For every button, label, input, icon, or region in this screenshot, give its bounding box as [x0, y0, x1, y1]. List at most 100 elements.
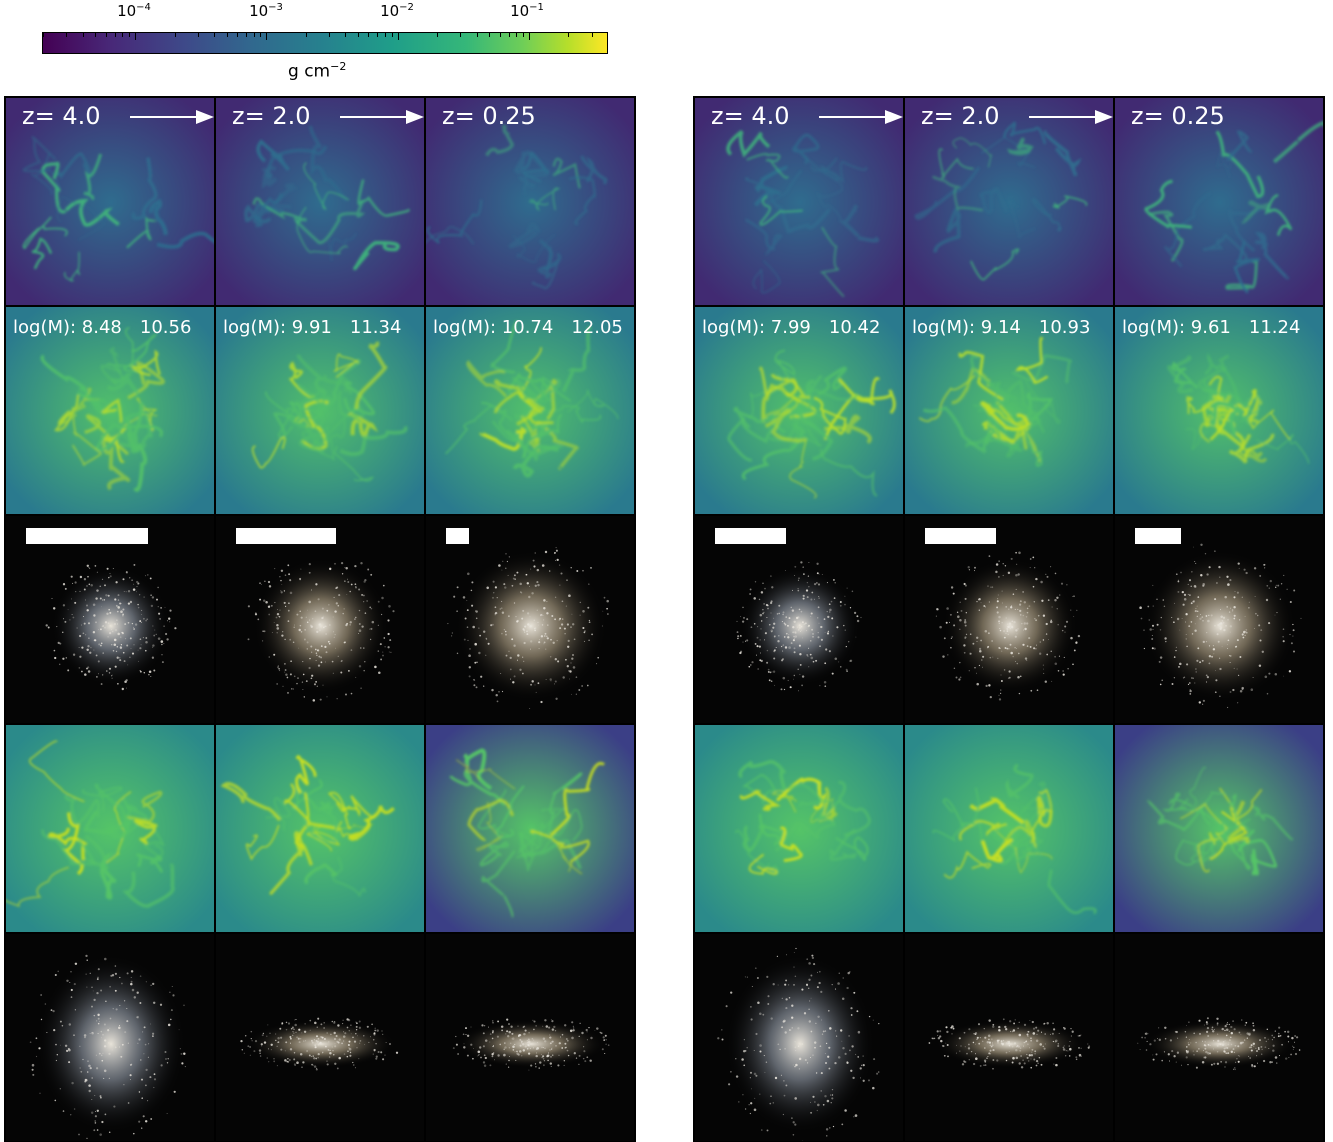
- edge-on-gas-panel: [215, 724, 425, 933]
- colorbar-minor-tick: [499, 33, 501, 37]
- colorbar-tick-label: 10−1: [510, 2, 544, 20]
- colorbar-minor-tick: [516, 33, 518, 37]
- edge-on-gas-panel: [5, 724, 215, 933]
- left-galaxy-panel: z= 4.0 log(M): 8.48 10.56 z= 2.0 log(M): 9.9…: [4, 96, 636, 1142]
- colorbar-major-tick: [397, 33, 399, 40]
- colorbar-major-tick: [135, 33, 136, 40]
- colorbar-minor-tick: [391, 33, 393, 37]
- gas-density-map: [695, 307, 903, 514]
- stellar-light-image: [6, 516, 214, 723]
- colorbar-minor-tick: [66, 33, 68, 37]
- stellar-light-image: [216, 934, 424, 1141]
- face-on-stars-panel: [904, 515, 1114, 724]
- gas-density-map: [6, 98, 214, 305]
- right-galaxy-panel: z= 4.0 log(M): 7.99 10.42 z= 2.0 log(M): 9.1…: [693, 96, 1325, 1142]
- time-arrow: [819, 116, 887, 118]
- scale-bar: [446, 528, 469, 544]
- large-scale-gas-panel: z= 4.0: [5, 97, 215, 306]
- colorbar-major-tick: [528, 33, 530, 40]
- colorbar-minor-tick: [591, 33, 593, 37]
- colorbar-tick-label: 10−4: [117, 2, 151, 20]
- stellar-mass-value: log(M): 7.99: [702, 317, 811, 338]
- large-scale-gas-panel: z= 2.0: [904, 97, 1114, 306]
- face-on-gas-panel: log(M): 10.74 12.05: [425, 306, 635, 515]
- stellar-light-image: [695, 934, 903, 1141]
- stellar-light-image: [905, 516, 1113, 723]
- stellar-light-image: [6, 934, 214, 1141]
- colorbar-minor-tick: [384, 33, 386, 37]
- gas-density-map: [695, 98, 903, 305]
- large-scale-gas-panel: z= 0.25: [1114, 97, 1324, 306]
- face-on-stars-panel: [425, 515, 635, 724]
- edge-on-stars-panel: [215, 933, 425, 1142]
- colorbar-unit: g cm−2: [288, 60, 347, 82]
- stellar-light-image: [1115, 934, 1323, 1141]
- redshift-label: z= 4.0: [711, 102, 790, 130]
- edge-on-gas-panel: [904, 724, 1114, 933]
- gas-density-map: [905, 725, 1113, 932]
- gas-density-map: [905, 98, 1113, 305]
- redshift-label: z= 2.0: [232, 102, 311, 130]
- colorbar-minor-tick: [197, 33, 199, 37]
- face-on-gas-panel: log(M): 8.48 10.56: [5, 306, 215, 515]
- edge-on-gas-panel: [425, 724, 635, 933]
- gas-density-map: [695, 725, 903, 932]
- face-on-gas-panel: log(M): 9.61 11.24: [1114, 306, 1324, 515]
- time-arrow: [130, 116, 198, 118]
- large-scale-gas-panel: z= 2.0: [215, 97, 425, 306]
- large-scale-gas-panel: z= 0.25: [425, 97, 635, 306]
- face-on-stars-panel: [1114, 515, 1324, 724]
- edge-on-stars-panel: [694, 933, 904, 1142]
- colorbar-minor-tick: [245, 33, 247, 37]
- redshift-label: z= 0.25: [1131, 102, 1225, 130]
- colorbar-minor-tick: [226, 33, 228, 37]
- colorbar-minor-tick: [105, 33, 107, 37]
- mass-label: log(M): 10.74 12.05: [433, 317, 623, 338]
- colorbar-major-tick: [266, 33, 268, 40]
- gas-density-map: [905, 307, 1113, 514]
- colorbar-minor-tick: [43, 33, 45, 37]
- gas-density-map: [426, 98, 634, 305]
- mass-label: log(M): 9.14 10.93: [912, 317, 1090, 338]
- mass-label: log(M): 9.61 11.24: [1122, 317, 1300, 338]
- colorbar-minor-tick: [489, 33, 491, 37]
- colorbar-minor-tick: [128, 33, 130, 37]
- colorbar-tick-label: 10−3: [249, 2, 283, 20]
- colorbar-minor-tick: [114, 33, 116, 37]
- colorbar-minor-tick: [237, 33, 239, 37]
- colorbar-minor-tick: [305, 33, 307, 37]
- arrowhead-icon: [406, 110, 424, 124]
- gas-density-map: [6, 307, 214, 514]
- scale-bar: [925, 528, 996, 544]
- stellar-light-image: [905, 934, 1113, 1141]
- gas-density-map: [426, 725, 634, 932]
- colorbar-minor-tick: [460, 33, 462, 37]
- stellar-mass-value: log(M): 9.14: [912, 317, 1021, 338]
- arrowhead-icon: [196, 110, 214, 124]
- scale-bar: [1135, 528, 1181, 544]
- colorbar-minor-tick: [82, 33, 84, 37]
- colorbar-minor-tick: [253, 33, 255, 37]
- halo-mass-value: 11.34: [349, 317, 402, 338]
- stellar-light-image: [1115, 516, 1323, 723]
- stellar-mass-value: log(M): 10.74: [433, 317, 554, 338]
- arrowhead-icon: [885, 110, 903, 124]
- stellar-mass-value: log(M): 8.48: [13, 317, 122, 338]
- colorbar-tick-label: 10−2: [380, 2, 414, 20]
- redshift-label: z= 2.0: [921, 102, 1000, 130]
- colorbar-minor-tick: [522, 33, 524, 37]
- gas-density-map: [1115, 725, 1323, 932]
- stellar-mass-value: log(M): 9.91: [223, 317, 332, 338]
- face-on-gas-panel: log(M): 7.99 10.42: [694, 306, 904, 515]
- gas-density-map: [216, 725, 424, 932]
- face-on-stars-panel: [5, 515, 215, 724]
- redshift-label: z= 0.25: [442, 102, 536, 130]
- gas-density-map: [216, 307, 424, 514]
- face-on-stars-panel: [694, 515, 904, 724]
- redshift-label: z= 4.0: [22, 102, 101, 130]
- halo-mass-value: 10.93: [1038, 317, 1091, 338]
- large-scale-gas-panel: z= 4.0: [694, 97, 904, 306]
- time-arrow: [340, 116, 408, 118]
- face-on-stars-panel: [215, 515, 425, 724]
- gas-density-map: [1115, 307, 1323, 514]
